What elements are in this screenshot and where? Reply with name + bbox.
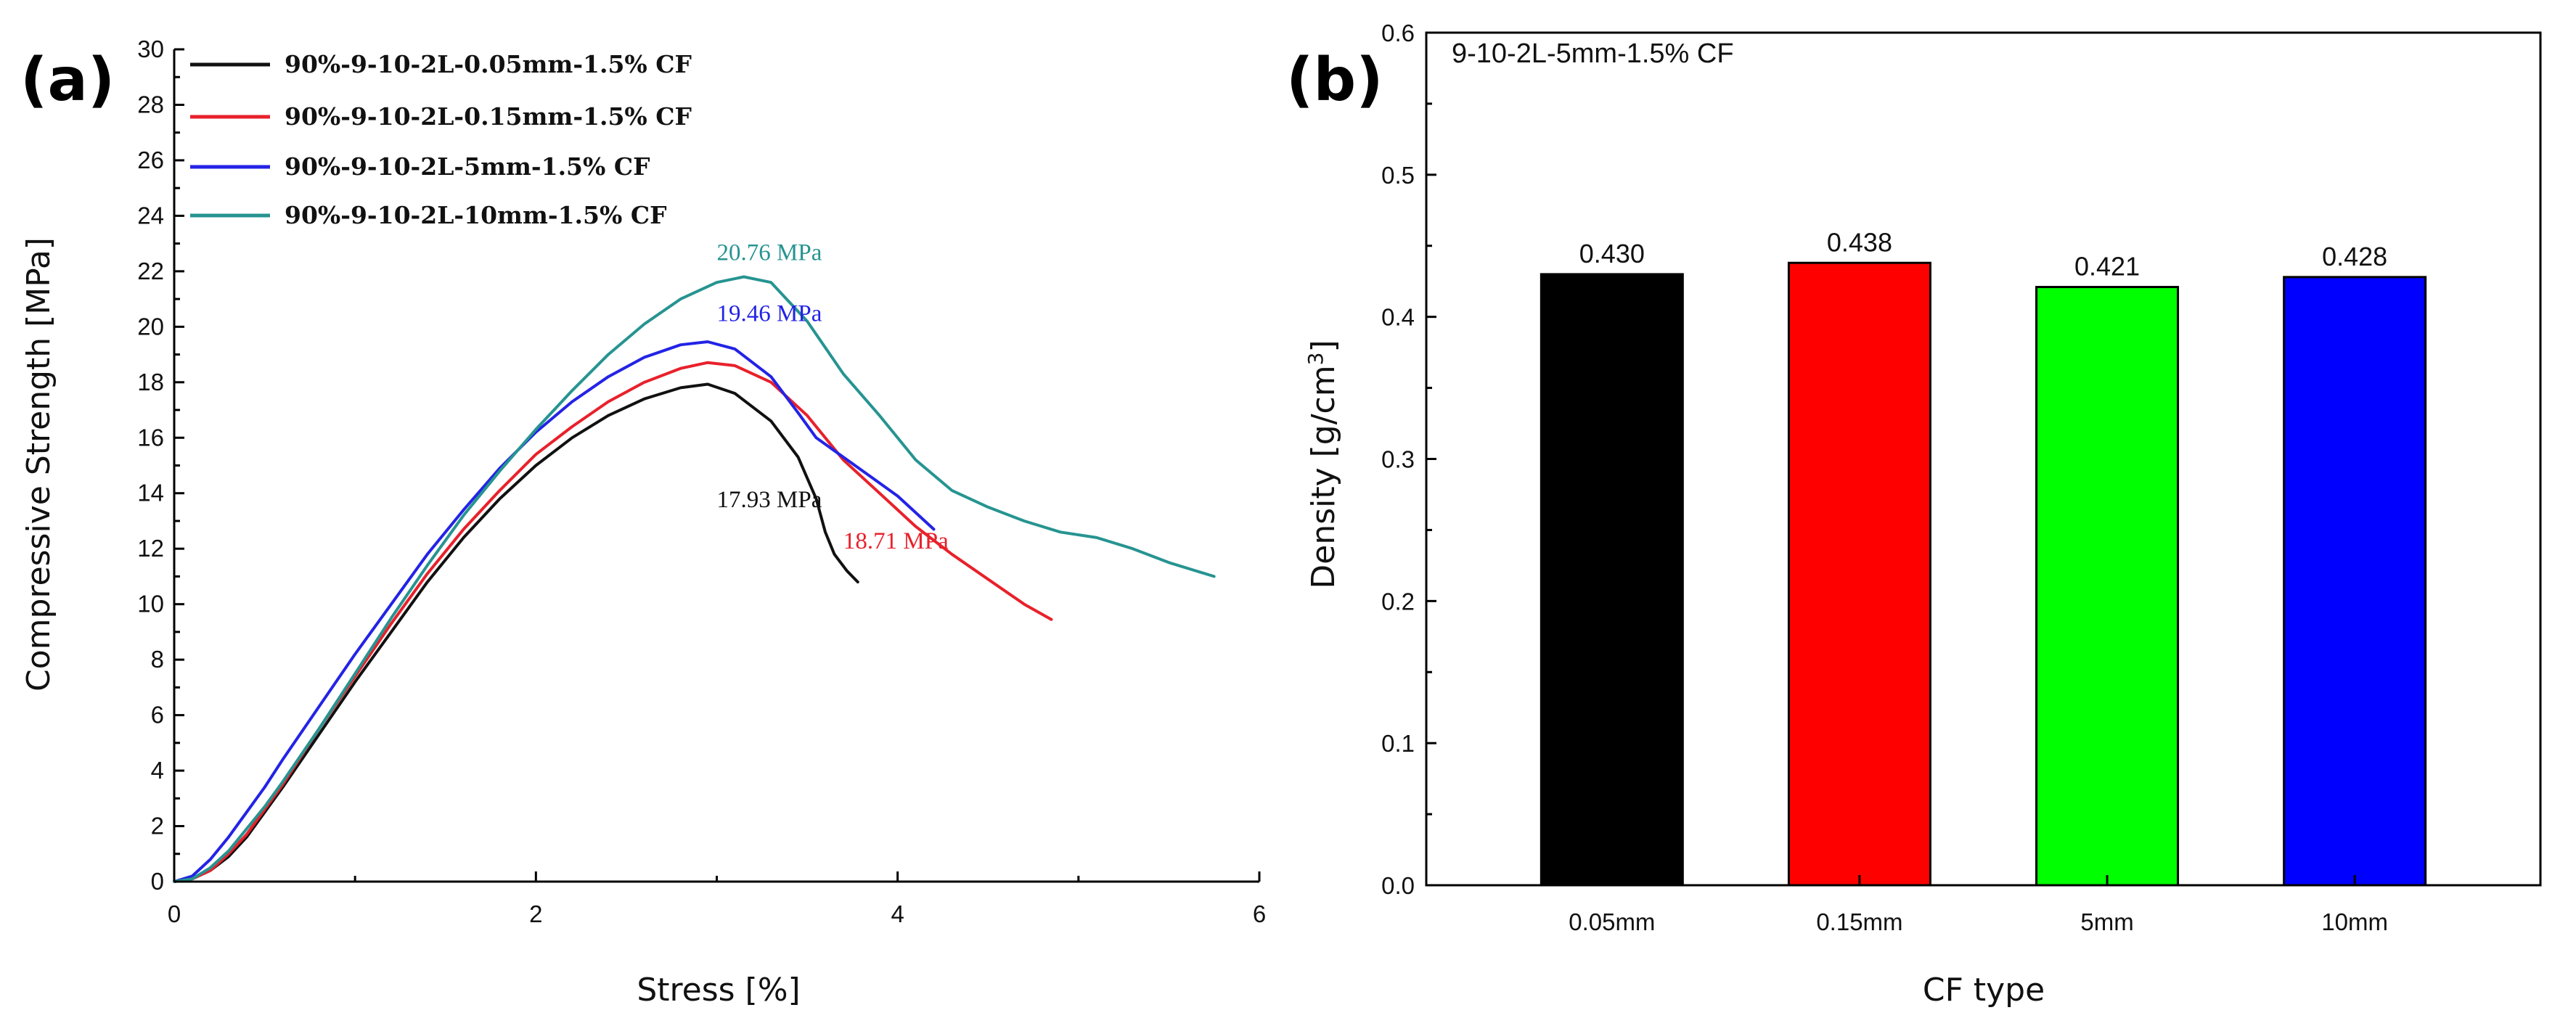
- panel-a-y-tick-label: 28: [137, 91, 164, 118]
- panel-a-y-tick-label: 20: [137, 313, 164, 340]
- peak-annotation-0: 20.76 MPa: [717, 240, 822, 266]
- panel-b-axes: 0.0 0.1 0.2 0.3 0.4 0.5 0.6: [1381, 20, 1436, 899]
- peak-annotation-2: 17.93 MPa: [717, 487, 822, 513]
- panel-b-y-axis-title: Density [g/cm3]: [1304, 340, 1342, 588]
- panel-b-y-tick-label: 0.4: [1381, 304, 1415, 331]
- panel-b-y-tick-label: 0.1: [1381, 730, 1415, 757]
- panel-a-x-axis-title: Stress [%]: [637, 972, 800, 1009]
- panel-a-y-tick-label: 6: [151, 702, 164, 729]
- legend-label-0: 90%-9-10-2L-0.05mm-1.5% CF: [285, 50, 692, 78]
- panel-b-y-tick-label: 0.5: [1381, 162, 1415, 189]
- panel-b-x-tick-label: 10mm: [2321, 908, 2388, 935]
- panel-a-label: (a): [20, 46, 115, 115]
- bar-value-label: 0.428: [2322, 242, 2387, 271]
- panel-a-y-tick-label: 2: [151, 813, 164, 840]
- series-line-2: [173, 340, 936, 883]
- series-line-3: [173, 275, 1216, 883]
- panel-b-y-tick-label: 0.6: [1381, 20, 1415, 46]
- bar-10mm: [2283, 276, 2427, 887]
- panel-a-x-tick-label: 2: [529, 900, 542, 927]
- panel-b-y-tick-label: 0.0: [1381, 872, 1415, 899]
- bar-value-label: 0.430: [1579, 239, 1645, 268]
- panel-a-y-tick-label: 16: [137, 424, 164, 451]
- panel-a-y-tick-label: 4: [151, 757, 164, 784]
- legend-label-2: 90%-9-10-2L-5mm-1.5% CF: [285, 152, 650, 181]
- panel-a-annotations: 20.76 MPa 19.46 MPa 17.93 MPa 18.71 MPa: [717, 240, 949, 555]
- panel-a-y-tick-label: 26: [137, 147, 164, 173]
- bar-0.05mm: [1540, 273, 1684, 887]
- panel-a-series: [173, 275, 1216, 883]
- panel-a-y-tick-label: 12: [137, 535, 164, 562]
- panel-a-y-tick-label: 0: [151, 868, 164, 895]
- legend-label-1: 90%-9-10-2L-0.15mm-1.5% CF: [285, 102, 692, 131]
- panel-b-bars: 0.430 0.05mm 0.438 0.15mm 0.421 5mm 0.428 10mm: [1540, 227, 2427, 935]
- panel-a-y-tick-label: 22: [137, 258, 164, 284]
- panel-a-x-tick-label: 6: [1253, 900, 1266, 927]
- series-line-0: [173, 382, 859, 883]
- panel-b-x-tick-label: 0.05mm: [1569, 908, 1655, 935]
- bar-value-label: 0.438: [1827, 227, 1892, 257]
- panel-a-y-axis-title: Compressive Strength [MPa]: [20, 237, 57, 691]
- legend-label-3: 90%-9-10-2L-10mm-1.5% CF: [285, 201, 667, 229]
- panel-a-y-tick-label: 14: [137, 480, 164, 506]
- panel-a-y-tick-label: 10: [137, 591, 164, 617]
- panel-b-y-axis-title-close: ]: [1305, 340, 1342, 352]
- peak-annotation-1: 19.46 MPa: [717, 301, 822, 327]
- series-line-1: [173, 361, 1053, 883]
- panel-a-x-tick-label: 4: [891, 900, 904, 927]
- peak-annotation-3: 18.71 MPa: [843, 528, 949, 554]
- panel-a-y-tick-label: 24: [137, 202, 164, 229]
- panel-a-y-tick-label: 8: [151, 646, 164, 673]
- panel-a-y-tick-label: 30: [137, 36, 164, 62]
- panel-a-y-tick-label: 18: [137, 369, 164, 395]
- panel-b-bar-chart: (b) 9-10-2L-5mm-1.5% CF 0.00.10.20.30.40…: [1286, 20, 2542, 1009]
- panel-b-subtitle: 9-10-2L-5mm-1.5% CF: [1452, 38, 1734, 69]
- panel-b-y-tick-label: 0.3: [1381, 446, 1415, 473]
- panel-b-x-axis-title: CF type: [1923, 972, 2045, 1009]
- panel-b-x-tick-label: 5mm: [2080, 908, 2133, 935]
- panel-b-y-tick-label: 0.2: [1381, 588, 1415, 615]
- bar-value-label: 0.421: [2074, 252, 2140, 282]
- panel-b-y-axis-title-superscript: 3: [1304, 353, 1328, 366]
- panel-a-legend: 90%-9-10-2L-0.05mm-1.5% CF 90%-9-10-2L-0…: [190, 50, 692, 229]
- panel-b-x-tick-label: 0.15mm: [1816, 908, 1902, 935]
- panel-a-x-tick-label: 0: [168, 900, 181, 927]
- bar-0.15mm: [1787, 261, 1931, 887]
- panel-b-y-axis-title-main: Density [g/cm: [1305, 365, 1342, 588]
- panel-b-label: (b): [1286, 46, 1383, 115]
- bar-5mm: [2035, 286, 2180, 887]
